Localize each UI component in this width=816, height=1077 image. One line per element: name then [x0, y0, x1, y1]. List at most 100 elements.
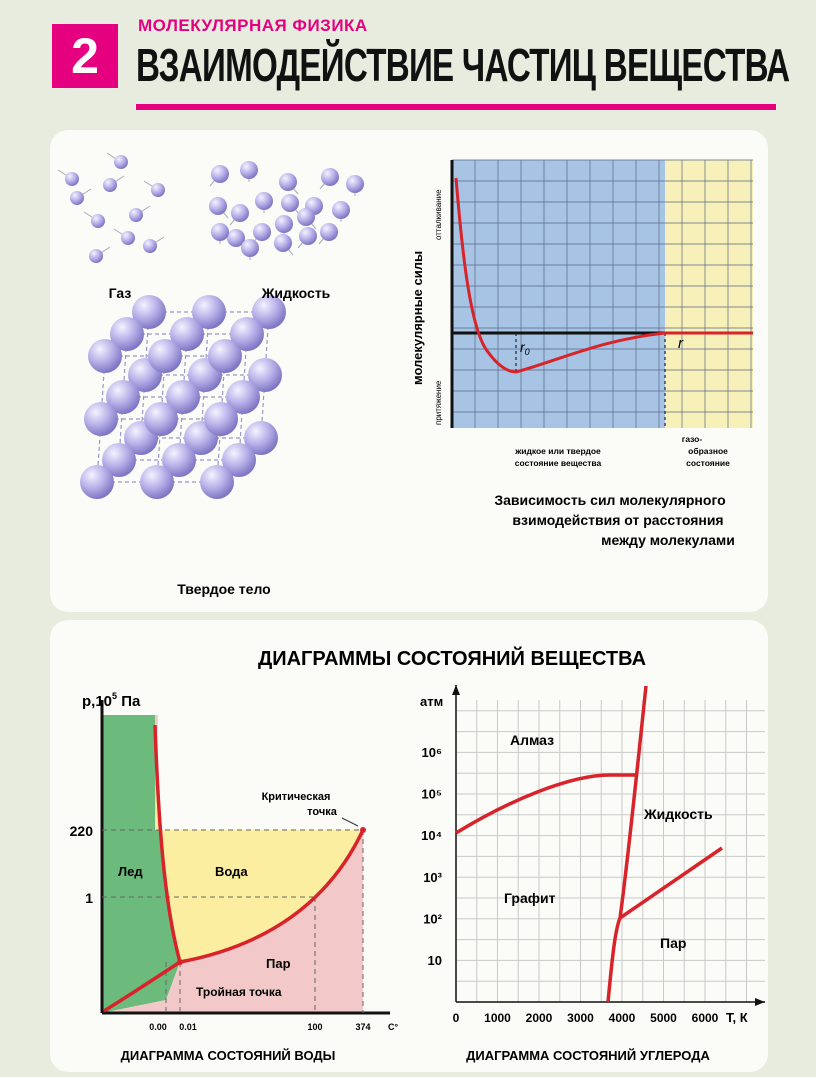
water-x-000: 0.00	[149, 1022, 167, 1032]
gas-molecule	[129, 208, 143, 222]
lattice-atom	[132, 295, 166, 329]
title-underline	[136, 104, 776, 110]
liquid-molecule	[281, 194, 299, 212]
gas-molecules	[57, 152, 165, 263]
carbon-x-tick: 6000	[692, 1011, 719, 1025]
triple-point	[177, 959, 183, 965]
page-title: ВЗАИМОДЕЙСТВИЕ ЧАСТИЦ ВЕЩЕСТВА	[136, 39, 790, 91]
carbon-x-tick: 5000	[650, 1011, 677, 1025]
zone1-line2: состояние вещества	[515, 458, 602, 468]
water-tick-1: 1	[85, 890, 93, 906]
zone2-line1: газо-	[682, 434, 703, 444]
carbon-y-arrow	[452, 685, 460, 695]
liquid-molecule	[241, 239, 259, 257]
water-label: Вода	[215, 864, 248, 879]
vapor-label: Пар	[266, 956, 291, 971]
carbon-x-arrow	[755, 998, 765, 1006]
liquid-molecule	[209, 197, 227, 215]
lattice-atom	[88, 339, 122, 373]
force-caption-3: между молекулами	[601, 532, 735, 548]
gas-label: Газ	[109, 285, 132, 301]
carbon-y-tick: 10⁵	[421, 787, 442, 802]
water-x-100: 100	[307, 1022, 322, 1032]
carbon-y-label: атм	[420, 694, 443, 709]
liquid-molecules	[209, 161, 364, 260]
force-y-label: молекулярные силы	[410, 251, 425, 385]
gas-molecule	[143, 239, 157, 253]
liquid-molecule	[240, 161, 258, 179]
vapor-line	[619, 846, 723, 920]
r0-label: r0	[520, 339, 530, 357]
liquid-molecule	[211, 223, 229, 241]
liquid-zone	[452, 160, 665, 428]
triple-label: Тройная точка	[196, 985, 282, 999]
gas-molecule	[103, 178, 117, 192]
liquid-molecule	[299, 227, 317, 245]
lattice-atom	[102, 443, 136, 477]
carbon-liquid-label: Жидкость	[643, 806, 713, 822]
water-x-unit: C°	[388, 1022, 398, 1032]
lattice-atom	[230, 317, 264, 351]
gas-zone	[665, 160, 753, 428]
graphite-label: Графит	[504, 890, 556, 906]
gas-molecule	[89, 249, 103, 263]
diagrams-title: ДИАГРАММЫ СОСТОЯНИЙ ВЕЩЕСТВА	[258, 646, 646, 670]
lattice-atom	[208, 339, 242, 373]
liquid-molecule	[231, 204, 249, 222]
lattice-atom	[106, 380, 140, 414]
liquid-molecule	[275, 215, 293, 233]
attraction-label: притяжение	[434, 380, 443, 425]
water-x-001: 0.01	[179, 1022, 197, 1032]
carbon-x-tick: 4000	[609, 1011, 636, 1025]
zone2-line2: образное	[688, 446, 728, 456]
lattice-atom	[144, 402, 178, 436]
lattice-atom	[148, 339, 182, 373]
melting-curve	[153, 724, 182, 963]
gas-molecule	[121, 231, 135, 245]
lattice-atom	[84, 402, 118, 436]
graphite-diamond-line	[455, 773, 636, 835]
liquid-molecule	[321, 168, 339, 186]
ice-label: Лед	[118, 864, 143, 879]
force-curve	[454, 177, 753, 374]
carbon-x-tick: 2000	[526, 1011, 553, 1025]
water-x-374: 374	[355, 1022, 370, 1032]
carbon-y-tick: 10²	[423, 911, 442, 926]
liquid-molecule	[279, 173, 297, 191]
gas-molecule	[70, 191, 84, 205]
water-tick-220: 220	[70, 823, 94, 839]
carbon-x-unit: T, К	[726, 1010, 748, 1025]
carbon-x-tick: 3000	[567, 1011, 594, 1025]
gas-molecule	[91, 214, 105, 228]
carbon-y-tick: 10³	[423, 870, 442, 885]
force-caption-1: Зависимость сил молекулярного	[494, 492, 725, 508]
liquid-molecule	[320, 223, 338, 241]
lattice-atom	[162, 443, 196, 477]
repulsion-label: отталкивание	[434, 189, 443, 240]
diamond-label: Алмаз	[510, 732, 554, 748]
lattice-atom	[252, 295, 286, 329]
water-y-label: p,105 Па	[82, 691, 141, 710]
lattice-atom	[200, 465, 234, 499]
carbon-caption: ДИАГРАММА СОСТОЯНИЙ УГЛЕРОДА	[466, 1048, 710, 1063]
lattice-atom	[226, 380, 260, 414]
carbon-x-tick: 1000	[484, 1011, 511, 1025]
carbon-x-tick: 0	[453, 1011, 460, 1025]
gas-molecule	[151, 183, 165, 197]
melting-line	[606, 685, 648, 1003]
lattice-atom	[170, 317, 204, 351]
lattice-atom	[204, 402, 238, 436]
sublimation-curve	[103, 960, 181, 1013]
lattice-atom	[110, 317, 144, 351]
carbon-y-tick: 10	[428, 953, 442, 968]
solid-label: Твердое тело	[177, 581, 270, 597]
zone2-line3: состояние	[686, 458, 730, 468]
zone1-line1: жидкое или твердое	[514, 446, 601, 456]
lattice-atom	[80, 465, 114, 499]
liquid-label: Жидкость	[261, 285, 331, 301]
gas-molecule	[65, 172, 79, 186]
solid-lattice	[80, 295, 286, 499]
liquid-molecule	[332, 201, 350, 219]
